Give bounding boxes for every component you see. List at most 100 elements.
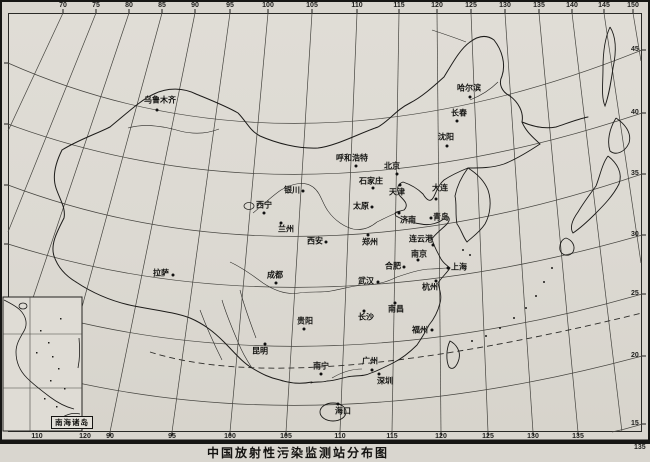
island-dots	[462, 249, 553, 342]
city-label: 青岛	[433, 212, 449, 222]
city-station-dot	[262, 211, 266, 215]
city-label: 长沙	[358, 312, 374, 322]
longitude-tick-label: 95	[226, 2, 234, 9]
longitude-tick-label: 140	[566, 2, 578, 9]
city-label: 西安	[307, 236, 323, 246]
city-label: 大连	[432, 183, 448, 193]
city-station-dot	[434, 197, 438, 201]
longitude-tick-label: 150	[627, 2, 639, 9]
city-station-dot	[319, 372, 323, 376]
longitude-tick-label: 110	[351, 2, 363, 9]
city-station-dot	[402, 265, 406, 269]
city-label: 银川	[284, 185, 300, 195]
city-station-dot	[279, 221, 283, 225]
longitude-tick-label: 100	[262, 2, 274, 9]
longitude-tick-label: 90	[106, 433, 114, 440]
city-station-dot	[397, 211, 401, 215]
city-station-dot	[430, 328, 434, 332]
inset-label: 南海诸岛	[55, 418, 89, 427]
inset-label-box: 南海诸岛	[51, 416, 93, 429]
longitude-tick-label: 120	[435, 433, 447, 440]
corner-longitude-label: 135	[634, 444, 646, 451]
city-label: 合肥	[385, 261, 401, 271]
neighbor-islands	[559, 26, 631, 256]
city-label: 南宁	[313, 361, 329, 371]
city-station-dot	[398, 183, 402, 187]
map-frame	[8, 13, 642, 432]
map-title: 中国放射性污染监测站分布图	[206, 446, 390, 460]
graticule-meridians	[7, 12, 642, 433]
city-station-dot	[468, 95, 472, 99]
latitude-tick-label: 20	[631, 352, 639, 359]
city-label: 太原	[353, 201, 369, 211]
city-label: 福州	[412, 325, 428, 335]
city-station-dot	[455, 119, 459, 123]
longitude-tick-label: 115	[386, 433, 398, 440]
city-label: 拉萨	[153, 268, 169, 278]
city-station-dot	[429, 216, 433, 220]
city-station-dot	[366, 233, 370, 237]
city-label: 连云港	[409, 234, 433, 244]
city-label: 北京	[384, 161, 400, 171]
city-label: 杭州	[422, 282, 438, 292]
city-station-dot	[370, 368, 374, 372]
city-station-dot	[171, 273, 175, 277]
city-label: 郑州	[362, 237, 378, 247]
longitude-tick-label: 95	[168, 433, 176, 440]
city-station-dot	[377, 372, 381, 376]
latitude-tick-label: 25	[631, 290, 639, 297]
inset-longitude-tick-label: 120	[79, 433, 91, 440]
city-station-dot	[431, 243, 435, 247]
inset-map	[2, 296, 83, 432]
longitude-tick-label: 105	[280, 433, 292, 440]
longitude-tick-label: 80	[125, 2, 133, 9]
longitude-tick-label: 100	[224, 433, 236, 440]
city-station-dot	[274, 281, 278, 285]
city-station-dot	[324, 240, 328, 244]
longitude-tick-label: 130	[499, 2, 511, 9]
longitude-tick-label: 130	[527, 433, 539, 440]
city-station-dot	[371, 186, 375, 190]
longitude-tick-label: 75	[92, 2, 100, 9]
city-label: 呼和浩特	[336, 153, 368, 163]
city-station-dot	[445, 144, 449, 148]
latitude-tick-label: 30	[631, 231, 639, 238]
longitude-tick-label: 120	[431, 2, 443, 9]
longitude-tick-label: 85	[158, 2, 166, 9]
city-label: 天津	[389, 187, 405, 197]
city-station-dot	[446, 266, 450, 270]
city-station-dot	[434, 279, 438, 283]
city-station-dot	[302, 327, 306, 331]
city-label: 上海	[451, 262, 467, 272]
city-label: 贵阳	[297, 316, 313, 326]
city-station-dot	[393, 301, 397, 305]
city-label: 成都	[267, 270, 283, 280]
city-station-dot	[416, 258, 420, 262]
coastline	[310, 143, 541, 422]
longitude-tick-label: 125	[465, 2, 477, 9]
longitude-tick-label: 115	[393, 2, 405, 9]
city-label: 西宁	[256, 200, 272, 210]
longitude-tick-label: 90	[191, 2, 199, 9]
city-label: 深圳	[377, 376, 393, 386]
city-label: 南京	[411, 249, 427, 259]
longitude-tick-label: 145	[598, 2, 610, 9]
city-label: 南昌	[388, 304, 404, 314]
latitude-tick-label: 15	[631, 420, 639, 427]
latitude-tick-label: 45	[631, 46, 639, 53]
city-station-dot	[354, 164, 358, 168]
city-station-dot	[395, 172, 399, 176]
city-label: 兰州	[278, 224, 294, 234]
longitude-tick-label: 70	[59, 2, 67, 9]
city-station-dot	[370, 205, 374, 209]
latitude-tick-label: 35	[631, 170, 639, 177]
city-label: 海口	[335, 406, 351, 416]
graticule-parallels	[7, 49, 643, 433]
rivers	[127, 29, 499, 379]
longitude-tick-label: 125	[482, 433, 494, 440]
longitude-tick-label: 135	[572, 433, 584, 440]
city-label: 石家庄	[359, 176, 383, 186]
